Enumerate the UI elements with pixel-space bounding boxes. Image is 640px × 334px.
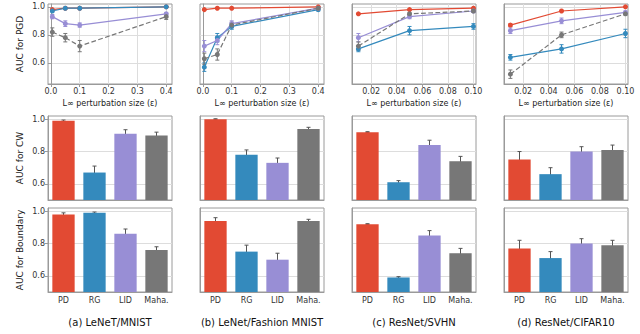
svg-text:0.2: 0.2 xyxy=(102,87,115,96)
svg-text:L∞ perturbation size (ε): L∞ perturbation size (ε) xyxy=(63,99,158,108)
svg-text:LID: LID xyxy=(423,296,436,305)
svg-text:0.06: 0.06 xyxy=(413,87,431,96)
svg-text:0.1: 0.1 xyxy=(225,87,238,96)
svg-text:1.0: 1.0 xyxy=(32,115,45,124)
svg-text:0.02: 0.02 xyxy=(514,87,532,96)
svg-text:0.6: 0.6 xyxy=(32,271,45,280)
svg-text:0.04: 0.04 xyxy=(388,87,406,96)
svg-text:0.02: 0.02 xyxy=(362,87,380,96)
svg-text:LID: LID xyxy=(575,296,588,305)
svg-text:0.8: 0.8 xyxy=(32,30,45,39)
svg-text:RG: RG xyxy=(89,296,101,305)
svg-text:0.3: 0.3 xyxy=(131,87,144,96)
svg-text:AUC for PGD: AUC for PGD xyxy=(15,16,25,73)
svg-text:RG: RG xyxy=(241,296,253,305)
svg-text:RG: RG xyxy=(545,296,557,305)
svg-text:Maha.: Maha. xyxy=(600,296,624,305)
svg-text:PD: PD xyxy=(210,296,221,305)
svg-text:0.2: 0.2 xyxy=(254,87,267,96)
svg-text:0.04: 0.04 xyxy=(540,87,558,96)
svg-text:AUC for CW: AUC for CW xyxy=(15,132,25,184)
svg-text:Maha.: Maha. xyxy=(296,296,320,305)
svg-text:0.08: 0.08 xyxy=(439,87,457,96)
svg-text:0.8: 0.8 xyxy=(32,147,45,156)
svg-text:L∞ perturbation size (ε): L∞ perturbation size (ε) xyxy=(519,99,614,108)
svg-text:0.0: 0.0 xyxy=(45,87,58,96)
svg-text:PD: PD xyxy=(514,296,525,305)
svg-text:AUC for Boundary: AUC for Boundary xyxy=(15,209,25,290)
svg-text:LID: LID xyxy=(271,296,284,305)
svg-text:PD: PD xyxy=(362,296,373,305)
svg-text:(c) ResNet/SVHN: (c) ResNet/SVHN xyxy=(372,317,455,328)
svg-text:0.0: 0.0 xyxy=(197,87,210,96)
svg-text:0.10: 0.10 xyxy=(617,87,635,96)
svg-text:0.06: 0.06 xyxy=(565,87,583,96)
svg-text:(a) LeNeT/MNIST: (a) LeNeT/MNIST xyxy=(68,317,152,328)
svg-text:0.8: 0.8 xyxy=(32,239,45,248)
svg-text:0.6: 0.6 xyxy=(32,179,45,188)
svg-text:L∞ perturbation size (ε): L∞ perturbation size (ε) xyxy=(367,99,462,108)
svg-text:Maha.: Maha. xyxy=(448,296,472,305)
svg-text:0.3: 0.3 xyxy=(283,87,296,96)
svg-text:(d) ResNet/CIFAR10: (d) ResNet/CIFAR10 xyxy=(517,317,614,328)
svg-text:0.10: 0.10 xyxy=(465,87,483,96)
svg-text:0.4: 0.4 xyxy=(312,87,325,96)
svg-text:L∞ perturbation size (ε): L∞ perturbation size (ε) xyxy=(215,99,310,108)
svg-text:1.0: 1.0 xyxy=(32,207,45,216)
svg-text:(b) LeNet/Fashion MNIST: (b) LeNet/Fashion MNIST xyxy=(201,317,324,328)
svg-text:Maha.: Maha. xyxy=(144,296,168,305)
svg-text:LID: LID xyxy=(119,296,132,305)
svg-text:1.0: 1.0 xyxy=(32,2,45,11)
svg-text:0.6: 0.6 xyxy=(32,58,45,67)
svg-text:0.08: 0.08 xyxy=(591,87,609,96)
svg-text:0.1: 0.1 xyxy=(73,87,86,96)
svg-text:RG: RG xyxy=(393,296,405,305)
svg-text:PD: PD xyxy=(58,296,69,305)
svg-text:0.4: 0.4 xyxy=(160,87,173,96)
